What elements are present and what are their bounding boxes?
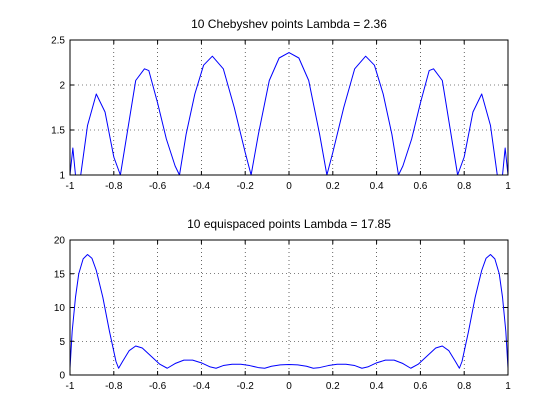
x-tick-label: 0.2 — [326, 381, 340, 392]
equispaced-plot: 10 equispaced points Lambda = 17.85 -1 -0… — [54, 217, 511, 392]
x-tick-label: -0.8 — [105, 181, 123, 192]
series-line — [69, 52, 509, 176]
x-tick-label: -1 — [66, 381, 75, 392]
chebyshev-plot: 10 Chebyshev points Lambda = 2.36 -1 -0.8… — [51, 17, 511, 192]
plot-title: 10 Chebyshev points Lambda = 2.36 — [191, 17, 387, 31]
x-tick-label: 0 — [286, 381, 292, 392]
y-tick-label: 2.5 — [51, 36, 65, 47]
y-tick-label: 1.5 — [51, 126, 65, 137]
x-tick-label: -0.2 — [237, 381, 255, 392]
x-tick-label: 0.2 — [326, 181, 340, 192]
y-tick-label: 0 — [59, 371, 65, 382]
x-tick-label: -0.4 — [193, 381, 211, 392]
plot-title: 10 equispaced points Lambda = 17.85 — [187, 217, 391, 231]
x-tick-label: -0.2 — [237, 181, 255, 192]
x-tick-label: 0 — [286, 181, 292, 192]
x-tick-label: -0.8 — [105, 381, 123, 392]
x-tick-label: -0.4 — [193, 181, 211, 192]
x-tick-label: 0.6 — [413, 381, 427, 392]
y-tick-label: 2 — [59, 81, 65, 92]
x-tick-label: 1 — [505, 181, 511, 192]
y-tick-label: 20 — [54, 236, 66, 247]
y-tick-label: 10 — [54, 303, 66, 314]
x-tick-label: -0.6 — [149, 381, 167, 392]
series-line — [69, 254, 509, 369]
y-tick-label: 5 — [59, 337, 65, 348]
y-tick-label: 15 — [54, 269, 66, 280]
x-tick-label: 0.4 — [370, 181, 384, 192]
y-tick-label: 1 — [59, 171, 65, 182]
x-tick-label: 0.4 — [370, 381, 384, 392]
x-tick-label: 0.8 — [457, 381, 471, 392]
x-tick-label: 1 — [505, 381, 511, 392]
x-tick-label: -1 — [66, 181, 75, 192]
x-tick-label: -0.6 — [149, 181, 167, 192]
x-tick-label: 0.8 — [457, 181, 471, 192]
x-tick-label: 0.6 — [413, 181, 427, 192]
